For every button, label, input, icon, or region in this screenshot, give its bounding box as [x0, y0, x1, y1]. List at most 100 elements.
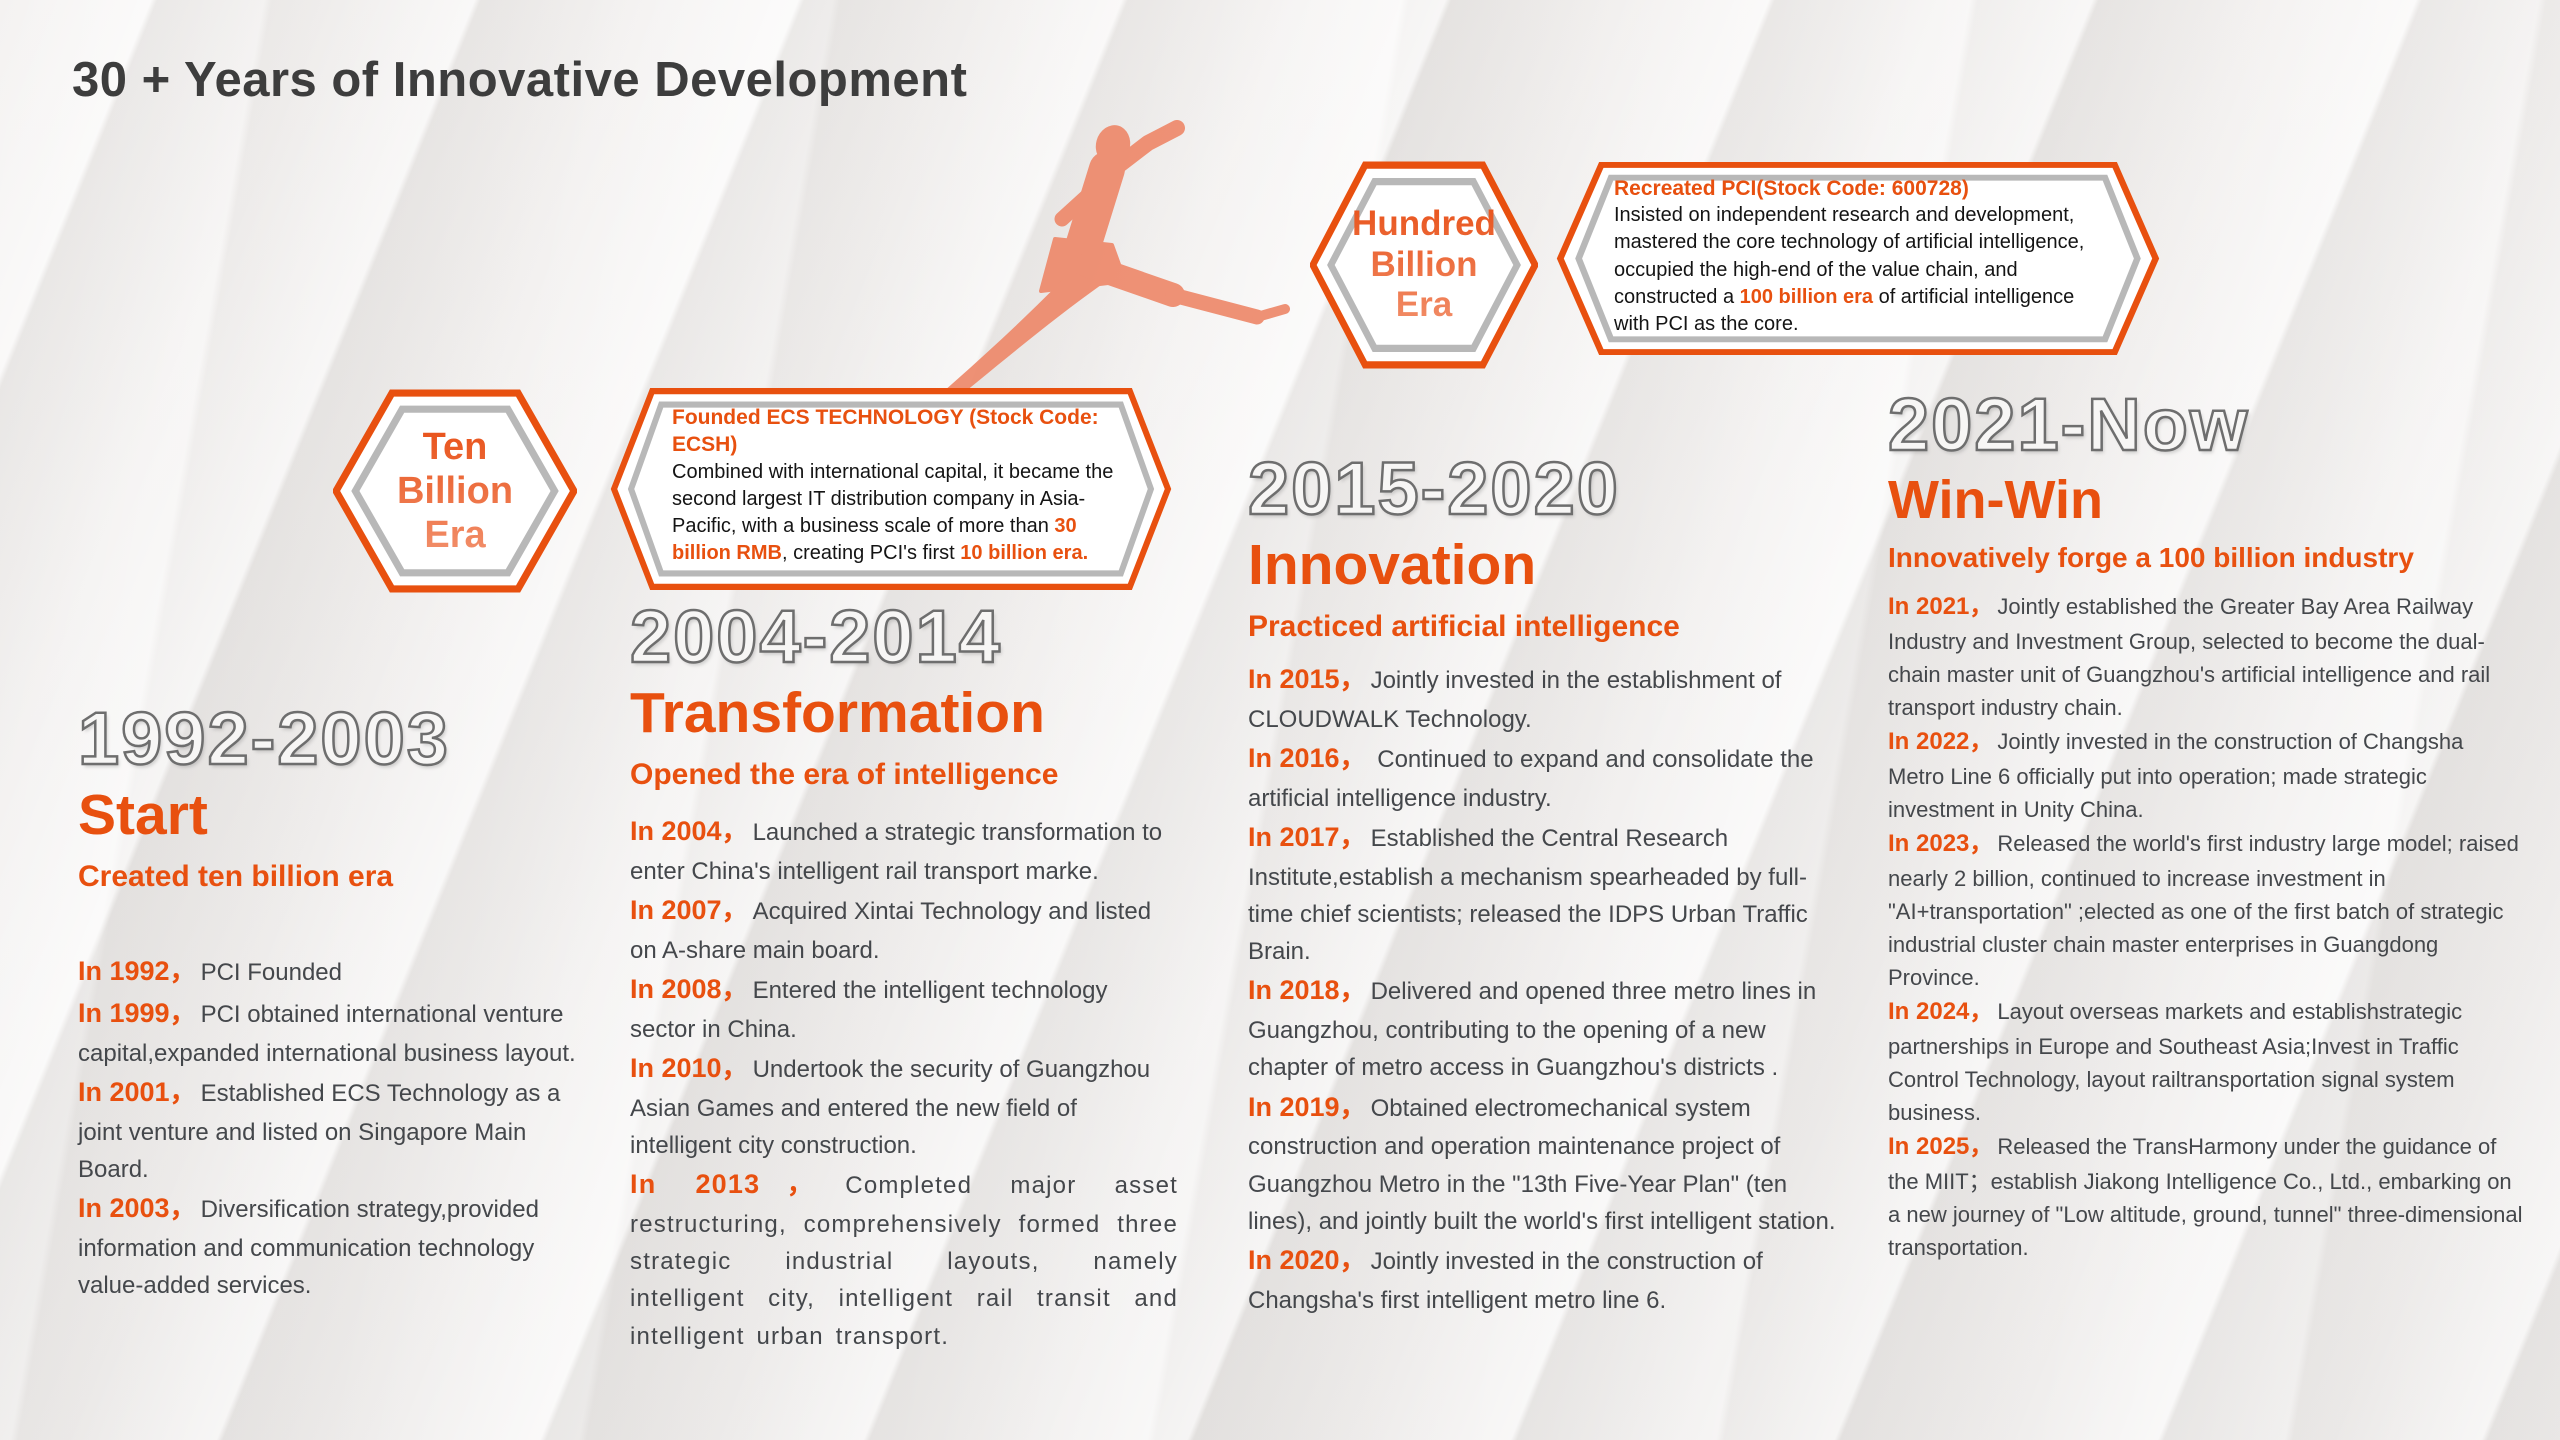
era-years: 2021-Now: [1887, 383, 2250, 466]
timeline-event: In 2008， Entered the intelligent technolo…: [630, 969, 1178, 1048]
event-text: Obtained electromechanical system constr…: [1248, 1094, 1836, 1235]
era-title: Innovation: [1248, 533, 1537, 597]
event-year: In 2003，: [78, 1192, 197, 1223]
badge-ten-billion-era: Ten Billion Era: [333, 388, 577, 594]
badge-label: Hundred Billion Era: [1310, 160, 1538, 370]
timeline-event: In 2013， Completed major asset restructur…: [630, 1164, 1178, 1355]
event-year: In 2022，: [1888, 728, 1994, 756]
banner-shape: [610, 388, 1172, 590]
era-subtitle: Opened the era of intelligence: [630, 757, 1059, 791]
event-year: In 1992，: [78, 955, 197, 986]
era-column-2004-2014: 2004-2014 Transformation Opened the era …: [629, 595, 1178, 1355]
timeline-event: In 2017， Established the Central Research…: [1248, 817, 1840, 970]
event-text: Jointly invested in the establishment of…: [1248, 666, 1782, 733]
timeline-event: In 2007， Acquired Xintai Technology and l…: [630, 890, 1178, 969]
badge-line: Billion: [1370, 244, 1478, 284]
event-text: Delivered and opened three metro lines i…: [1248, 978, 1817, 1082]
era-events: In 1992， PCI Founded In 1999， PCI obtained …: [78, 951, 583, 1304]
era-events: In 2015， Jointly invested in the establis…: [1248, 659, 1840, 1319]
banner-shape: [1556, 161, 2160, 356]
callout-body: Insisted on independent research and dev…: [1614, 202, 2112, 338]
callout-title: Founded ECS TECHNOLOGY (Stock Code: ECSH…: [672, 406, 1099, 457]
event-year: In 2008，: [630, 973, 749, 1004]
event-text: Established ECS Technology as a joint ve…: [78, 1079, 561, 1183]
event-text: PCI Founded: [200, 958, 342, 986]
callout-recreated-pci: Recreated PCI(Stock Code: 600728) Insist…: [1556, 160, 2160, 357]
timeline-event: In 2010， Undertook the security of Guangz…: [630, 1048, 1178, 1164]
event-text: Jointly invested in the construction of …: [1248, 1247, 1763, 1314]
era-column-2015-2020: 2015-2020 Innovation Practiced artificia…: [1247, 447, 1840, 1319]
hexagon-shape: [1310, 161, 1538, 369]
body-text: Combined with international capital, it …: [672, 460, 1114, 537]
timeline-event: In 2023， Released the world's first indus…: [1888, 826, 2524, 994]
event-year: In 2018，: [1248, 975, 1367, 1006]
timeline-event: In 2016， Continued to expand and consoli…: [1248, 738, 1840, 817]
event-text: Released the TransHarmony under the guid…: [1888, 1134, 2523, 1261]
event-text: Released the world's first industry larg…: [1888, 831, 2519, 991]
timeline-event: In 2018， Delivered and opened three metro…: [1248, 970, 1840, 1086]
event-year: In 2001，: [78, 1076, 197, 1107]
badge-hundred-billion-era: Hundred Billion Era: [1310, 160, 1538, 370]
event-year: In 2020，: [1248, 1244, 1367, 1275]
event-year: In 2016，: [1248, 742, 1367, 773]
timeline-event: In 2004， Launched a strategic transformat…: [630, 811, 1178, 890]
badge-line: Hundred: [1352, 204, 1496, 244]
era-title: Transformation: [630, 681, 1045, 745]
timeline-event: In 2003， Diversification strategy,provide…: [78, 1188, 583, 1304]
event-year: In 2024，: [1888, 998, 1994, 1026]
highlighted-text: 10 billion era.: [960, 542, 1089, 565]
callout-body: Combined with international capital, it …: [672, 459, 1128, 568]
event-text: Undertook the security of Guangzhou Asia…: [630, 1055, 1151, 1159]
running-person-icon: [935, 120, 1290, 405]
event-year: In 2021，: [1888, 593, 1994, 621]
callout-ecs-technology: Founded ECS TECHNOLOGY (Stock Code: ECSH…: [610, 386, 1172, 592]
body-text: Insisted on independent research and dev…: [1614, 204, 2085, 308]
timeline-event: In 2020， Jointly invested in the construc…: [1248, 1240, 1840, 1319]
event-text: PCI obtained international venture capit…: [78, 1000, 576, 1067]
era-column-1992-2003: 1992-2003 Start Created ten billion era …: [77, 697, 583, 1304]
event-text: Acquired Xintai Technology and listed on…: [630, 897, 1152, 964]
era-subtitle: Innovatively forge a 100 billion industr…: [1888, 541, 2414, 573]
timeline-event: In 2024， Layout overseas markets and esta…: [1888, 994, 2524, 1129]
event-year: In 2017，: [1248, 821, 1367, 852]
badge-label: Ten Billion Era: [333, 388, 577, 594]
timeline-event: In 1999， PCI obtained international ventu…: [78, 993, 583, 1072]
body-text: , creating PCI's first: [781, 542, 961, 565]
body-text: of artificial intelligence with PCI as t…: [1614, 285, 2075, 336]
event-text: Layout overseas markets and establishstr…: [1888, 999, 2463, 1126]
event-text: Entered the intelligent technology secto…: [630, 976, 1108, 1043]
event-year: In 2025，: [1888, 1133, 1994, 1161]
timeline-event: In 2019， Obtained electromechanical syste…: [1248, 1087, 1840, 1240]
event-year: In 1999，: [78, 997, 197, 1028]
timeline-event: In 2001， Established ECS Technology as a …: [78, 1072, 583, 1188]
badge-line: Billion: [396, 469, 514, 512]
event-year: In 2015，: [1248, 663, 1367, 694]
callout-content: Founded ECS TECHNOLOGY (Stock Code: ECSH…: [610, 386, 1172, 592]
era-title: Start: [78, 783, 208, 847]
timeline-event: In 2021， Jointly established the Greater …: [1888, 589, 2524, 724]
era-years: 1992-2003: [77, 697, 450, 780]
highlighted-text: 30 billion RMB: [672, 514, 1077, 565]
event-text: Established the Central Research Institu…: [1248, 824, 1808, 966]
era-column-2021-now: 2021-Now Win-Win Innovatively forge a 10…: [1887, 383, 2524, 1264]
event-year: In 2019，: [1248, 1091, 1367, 1122]
timeline-event: In 2022， Jointly invested in the construc…: [1888, 724, 2524, 826]
era-subtitle: Practiced artificial intelligence: [1248, 609, 1680, 643]
era-years: 2004-2014: [629, 595, 1002, 678]
page-title: 30 + Years of Innovative Development: [72, 53, 968, 107]
event-year: In 2007，: [630, 894, 749, 925]
event-text: Jointly established the Greater Bay Area…: [1888, 594, 2491, 721]
timeline-event: In 1992， PCI Founded: [78, 951, 583, 993]
event-text: Launched a strategic transformation to e…: [630, 818, 1163, 885]
era-events: In 2021， Jointly established the Greater …: [1888, 589, 2524, 1264]
event-year: In 2013，: [630, 1169, 842, 1200]
highlighted-text: 100 billion era: [1739, 285, 1874, 308]
badge-line: Era: [424, 514, 486, 557]
badge-line: Ten: [422, 425, 488, 468]
event-year: In 2004，: [630, 815, 749, 846]
era-years: 2015-2020: [1247, 447, 1620, 530]
era-title: Win-Win: [1888, 470, 2103, 530]
badge-line: Era: [1395, 285, 1453, 325]
callout-title: Recreated PCI(Stock Code: 600728): [1614, 177, 1969, 200]
